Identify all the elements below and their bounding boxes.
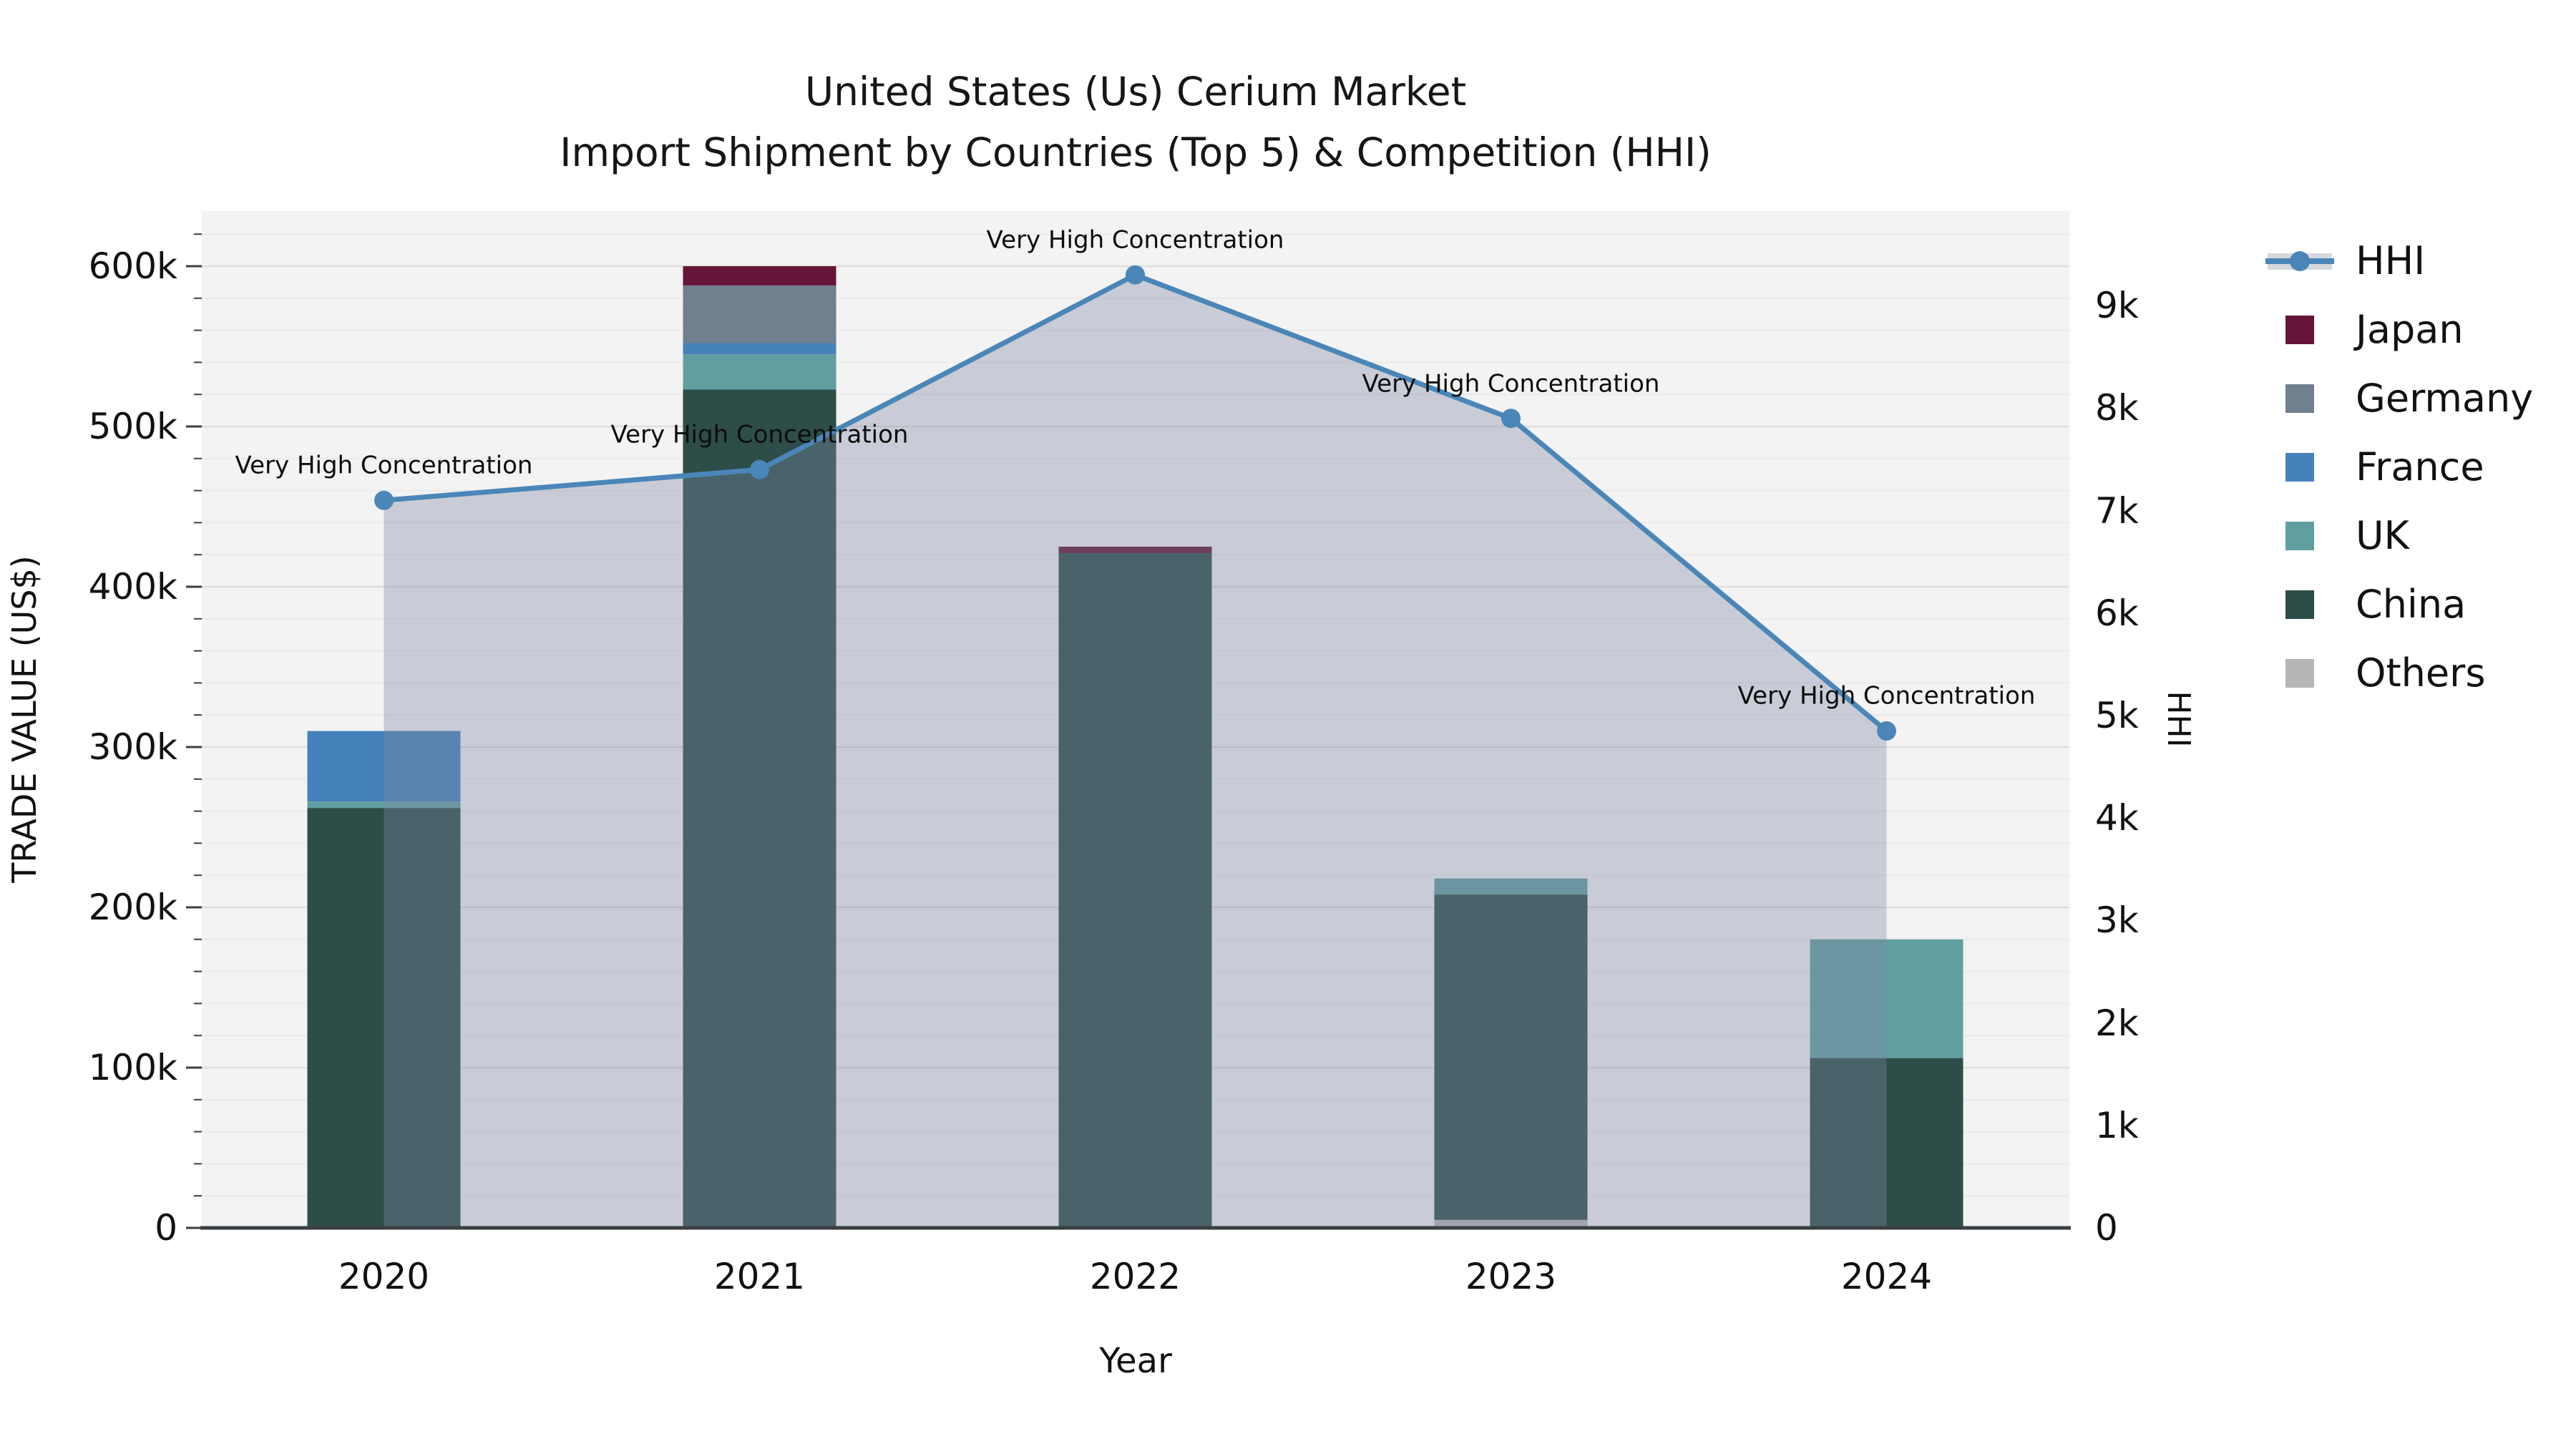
legend-swatch-france — [2285, 453, 2314, 482]
chart-title-line-2: Import Shipment by Countries (Top 5) & C… — [560, 130, 1712, 175]
y-left-tick-label: 300k — [88, 726, 177, 768]
y-left-tick-label: 200k — [88, 887, 177, 928]
hhi-markers — [374, 265, 1896, 741]
y-right-tick-label: 1k — [2095, 1104, 2139, 1146]
legend-item-others: Others — [2265, 639, 2533, 708]
y-right-tick-label: 0 — [2095, 1207, 2118, 1249]
legend-item-china: China — [2265, 570, 2533, 639]
y-left-tick-label: 100k — [88, 1047, 177, 1088]
y-right-tick-label: 9k — [2095, 285, 2139, 327]
y-right-tick-label: 8k — [2095, 387, 2139, 429]
x-axis-title: Year — [1099, 1341, 1172, 1381]
legend-label: UK — [2356, 513, 2409, 558]
legend-swatch-japan — [2285, 316, 2314, 344]
legend-item-hhi: HHI — [2265, 227, 2533, 296]
bar-series-china — [307, 389, 1963, 1228]
bar-series-uk — [307, 354, 1963, 1058]
axis-ticks — [186, 233, 202, 1229]
chart-title-line-1: United States (Us) Cerium Market — [804, 69, 1467, 114]
legend-label: China — [2356, 582, 2467, 627]
legend-label: France — [2356, 444, 2484, 489]
y-right-tick-label: 5k — [2095, 695, 2139, 736]
y-left-tick-label: 600k — [88, 245, 177, 287]
x-tick-label: 2021 — [713, 1256, 806, 1297]
legend-swatch-uk — [2285, 522, 2314, 550]
legend-swatch-germany — [2285, 384, 2314, 413]
x-tick-label: 2023 — [1465, 1256, 1557, 1297]
x-tick-label: 2020 — [338, 1256, 430, 1297]
y-left-tick-label: 400k — [88, 566, 177, 608]
bar-series-others — [1434, 1219, 1588, 1228]
y-left-tick-label: 0 — [155, 1207, 177, 1249]
hhi-line-icon — [2265, 245, 2334, 277]
bar-series-germany — [683, 285, 836, 343]
y-right-tick-label: 4k — [2095, 797, 2139, 839]
x-tick-label: 2024 — [1840, 1256, 1933, 1297]
legend-swatch-china — [2285, 590, 2314, 619]
legend-label: HHI — [2356, 238, 2426, 283]
y-right-tick-label: 6k — [2095, 592, 2139, 634]
legend-label: Japan — [2356, 307, 2464, 352]
y-left-tick-label: 500k — [88, 406, 177, 447]
bar-series-france — [307, 343, 836, 802]
y-right-tick-label: 7k — [2095, 489, 2139, 532]
chart-legend: HHI Japan Germany France UK China Others — [2265, 227, 2533, 708]
legend-item-uk: UK — [2265, 502, 2533, 570]
legend-item-germany: Germany — [2265, 364, 2533, 433]
y-axis-title-right: HHI — [2160, 691, 2197, 748]
y-right-tick-label: 3k — [2095, 899, 2139, 942]
hhi-area-fill — [384, 275, 1887, 1229]
legend-label: Others — [2356, 650, 2486, 696]
annotation-label: Very High Concentration — [610, 420, 909, 449]
annotation-label: Very High Concentration — [235, 451, 533, 480]
legend-swatch-others — [2285, 659, 2314, 688]
annotation-label: Very High Concentration — [1737, 681, 2036, 711]
legend-item-japan: Japan — [2265, 296, 2533, 364]
y-right-tick-label: 2k — [2095, 1002, 2139, 1044]
y-axis-title-left: TRADE VALUE (US$) — [5, 555, 44, 883]
legend-label: Germany — [2356, 376, 2534, 421]
x-tick-label: 2022 — [1089, 1256, 1181, 1297]
annotation-label: Very High Concentration — [1362, 369, 1660, 399]
legend-item-france: France — [2265, 433, 2533, 502]
annotation-label: Very High Concentration — [986, 225, 1284, 255]
bar-series-japan — [683, 266, 1212, 553]
